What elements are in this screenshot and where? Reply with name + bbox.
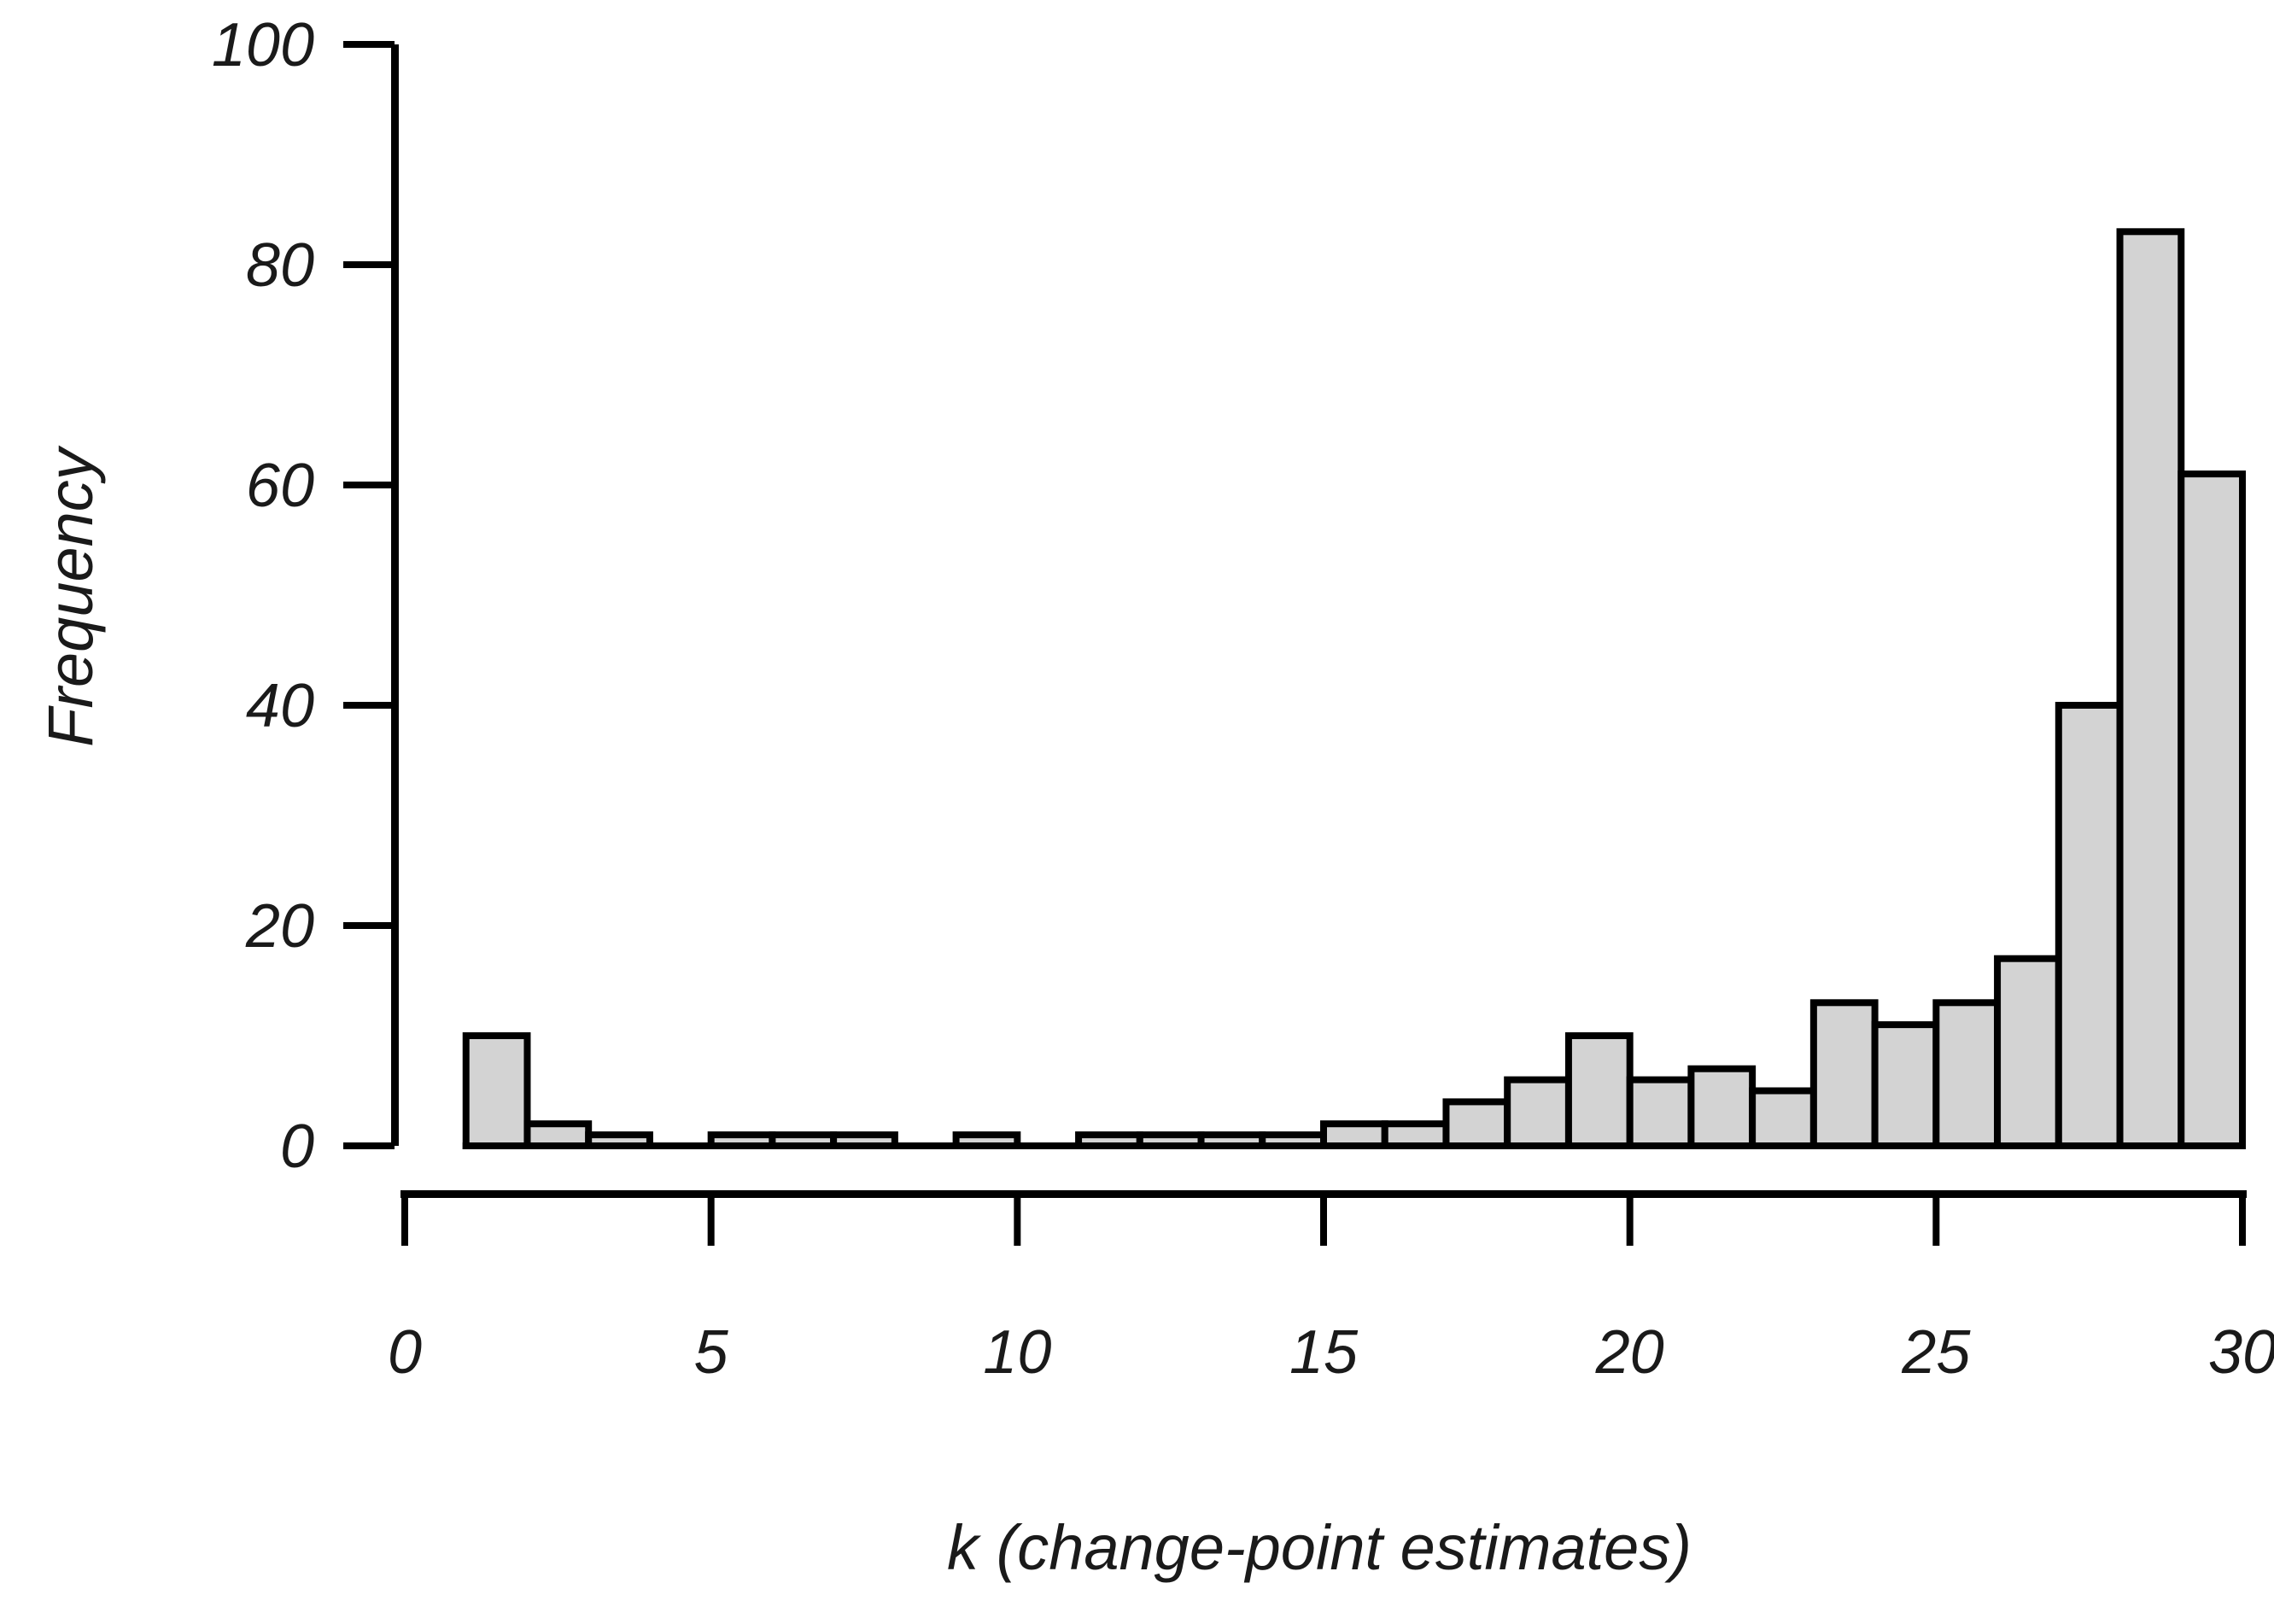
y-tick-label: 60 <box>246 452 314 520</box>
x-tick-label: 10 <box>983 1318 1051 1387</box>
histogram-bar <box>1994 955 2062 1149</box>
x-tick-label: 0 <box>388 1318 422 1387</box>
histogram-bar <box>1381 1120 1450 1149</box>
x-tick-label: 25 <box>1901 1318 1971 1387</box>
x-axis-title: k (change-point estimates) <box>947 1512 1692 1583</box>
histogram-bar <box>1136 1131 1205 1149</box>
histogram-bar <box>1749 1087 1817 1149</box>
histogram-bar <box>1442 1098 1511 1150</box>
histogram-bar <box>769 1131 838 1149</box>
histogram-bar <box>1932 999 2002 1150</box>
histogram-bar <box>1564 1032 1634 1149</box>
y-tick-label: 100 <box>212 11 314 79</box>
histogram-bar <box>462 1032 531 1149</box>
histogram-bar <box>1504 1076 1572 1149</box>
y-tick-label: 80 <box>246 231 314 300</box>
histogram-bar <box>1871 1021 1940 1149</box>
y-tick-label: 20 <box>245 892 314 961</box>
histogram-bar <box>523 1120 593 1149</box>
histogram-bar <box>2178 470 2246 1149</box>
histogram-bar <box>1687 1065 1757 1149</box>
histogram-bar <box>952 1131 1021 1149</box>
histogram-bar <box>1319 1120 1388 1149</box>
histogram-bar <box>1809 999 1879 1150</box>
histogram-bar <box>1626 1076 1695 1149</box>
y-axis-title: Frequency <box>35 445 106 747</box>
x-tick-label: 15 <box>1289 1318 1359 1387</box>
histogram-bar <box>1197 1131 1266 1149</box>
y-tick-label: 0 <box>280 1113 314 1181</box>
x-tick-label: 20 <box>1595 1318 1664 1387</box>
histogram-bar <box>707 1131 776 1149</box>
histogram-bar <box>585 1131 653 1149</box>
histogram-bar <box>2055 702 2124 1149</box>
histogram-bar <box>1259 1131 1327 1149</box>
histogram-bar <box>830 1131 898 1149</box>
x-tick-label: 30 <box>2208 1318 2274 1387</box>
histogram-bar <box>1075 1131 1143 1149</box>
axes-group: 0 20 40 60 80 100 0 5 10 15 20 25 30 <box>212 11 2274 1387</box>
bars-group <box>462 228 2246 1150</box>
histogram-bar <box>2116 228 2185 1149</box>
x-tick-label: 5 <box>694 1318 729 1387</box>
y-tick-label: 40 <box>246 672 314 740</box>
